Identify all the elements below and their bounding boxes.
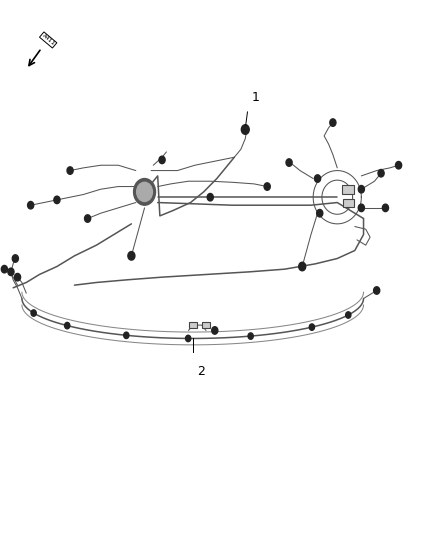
Circle shape xyxy=(134,179,155,205)
Circle shape xyxy=(54,196,60,204)
Bar xyxy=(202,322,210,328)
Circle shape xyxy=(241,125,249,134)
Circle shape xyxy=(31,310,36,316)
Circle shape xyxy=(309,324,314,330)
Circle shape xyxy=(212,327,218,334)
Circle shape xyxy=(207,193,213,201)
Bar xyxy=(343,198,354,206)
Circle shape xyxy=(128,252,135,260)
Circle shape xyxy=(64,322,70,329)
Circle shape xyxy=(12,255,18,262)
Text: A411: A411 xyxy=(41,33,56,47)
Circle shape xyxy=(1,265,7,273)
Circle shape xyxy=(358,204,364,212)
Text: 1: 1 xyxy=(252,91,260,104)
Circle shape xyxy=(14,273,21,281)
Circle shape xyxy=(264,183,270,190)
Bar xyxy=(189,322,197,328)
Circle shape xyxy=(286,159,292,166)
Circle shape xyxy=(159,156,165,164)
Circle shape xyxy=(124,332,129,338)
Circle shape xyxy=(314,175,321,182)
Circle shape xyxy=(374,287,380,294)
Circle shape xyxy=(28,201,34,209)
Circle shape xyxy=(299,262,306,271)
Circle shape xyxy=(317,209,323,217)
Circle shape xyxy=(186,335,191,342)
Circle shape xyxy=(8,268,14,276)
Text: 2: 2 xyxy=(197,365,205,378)
Circle shape xyxy=(248,333,253,340)
Circle shape xyxy=(346,312,351,318)
Circle shape xyxy=(396,161,402,169)
Circle shape xyxy=(67,167,73,174)
Bar xyxy=(342,184,354,193)
Circle shape xyxy=(378,169,384,177)
Circle shape xyxy=(330,119,336,126)
Circle shape xyxy=(137,182,152,201)
Circle shape xyxy=(85,215,91,222)
Circle shape xyxy=(382,204,389,212)
Circle shape xyxy=(358,185,364,193)
